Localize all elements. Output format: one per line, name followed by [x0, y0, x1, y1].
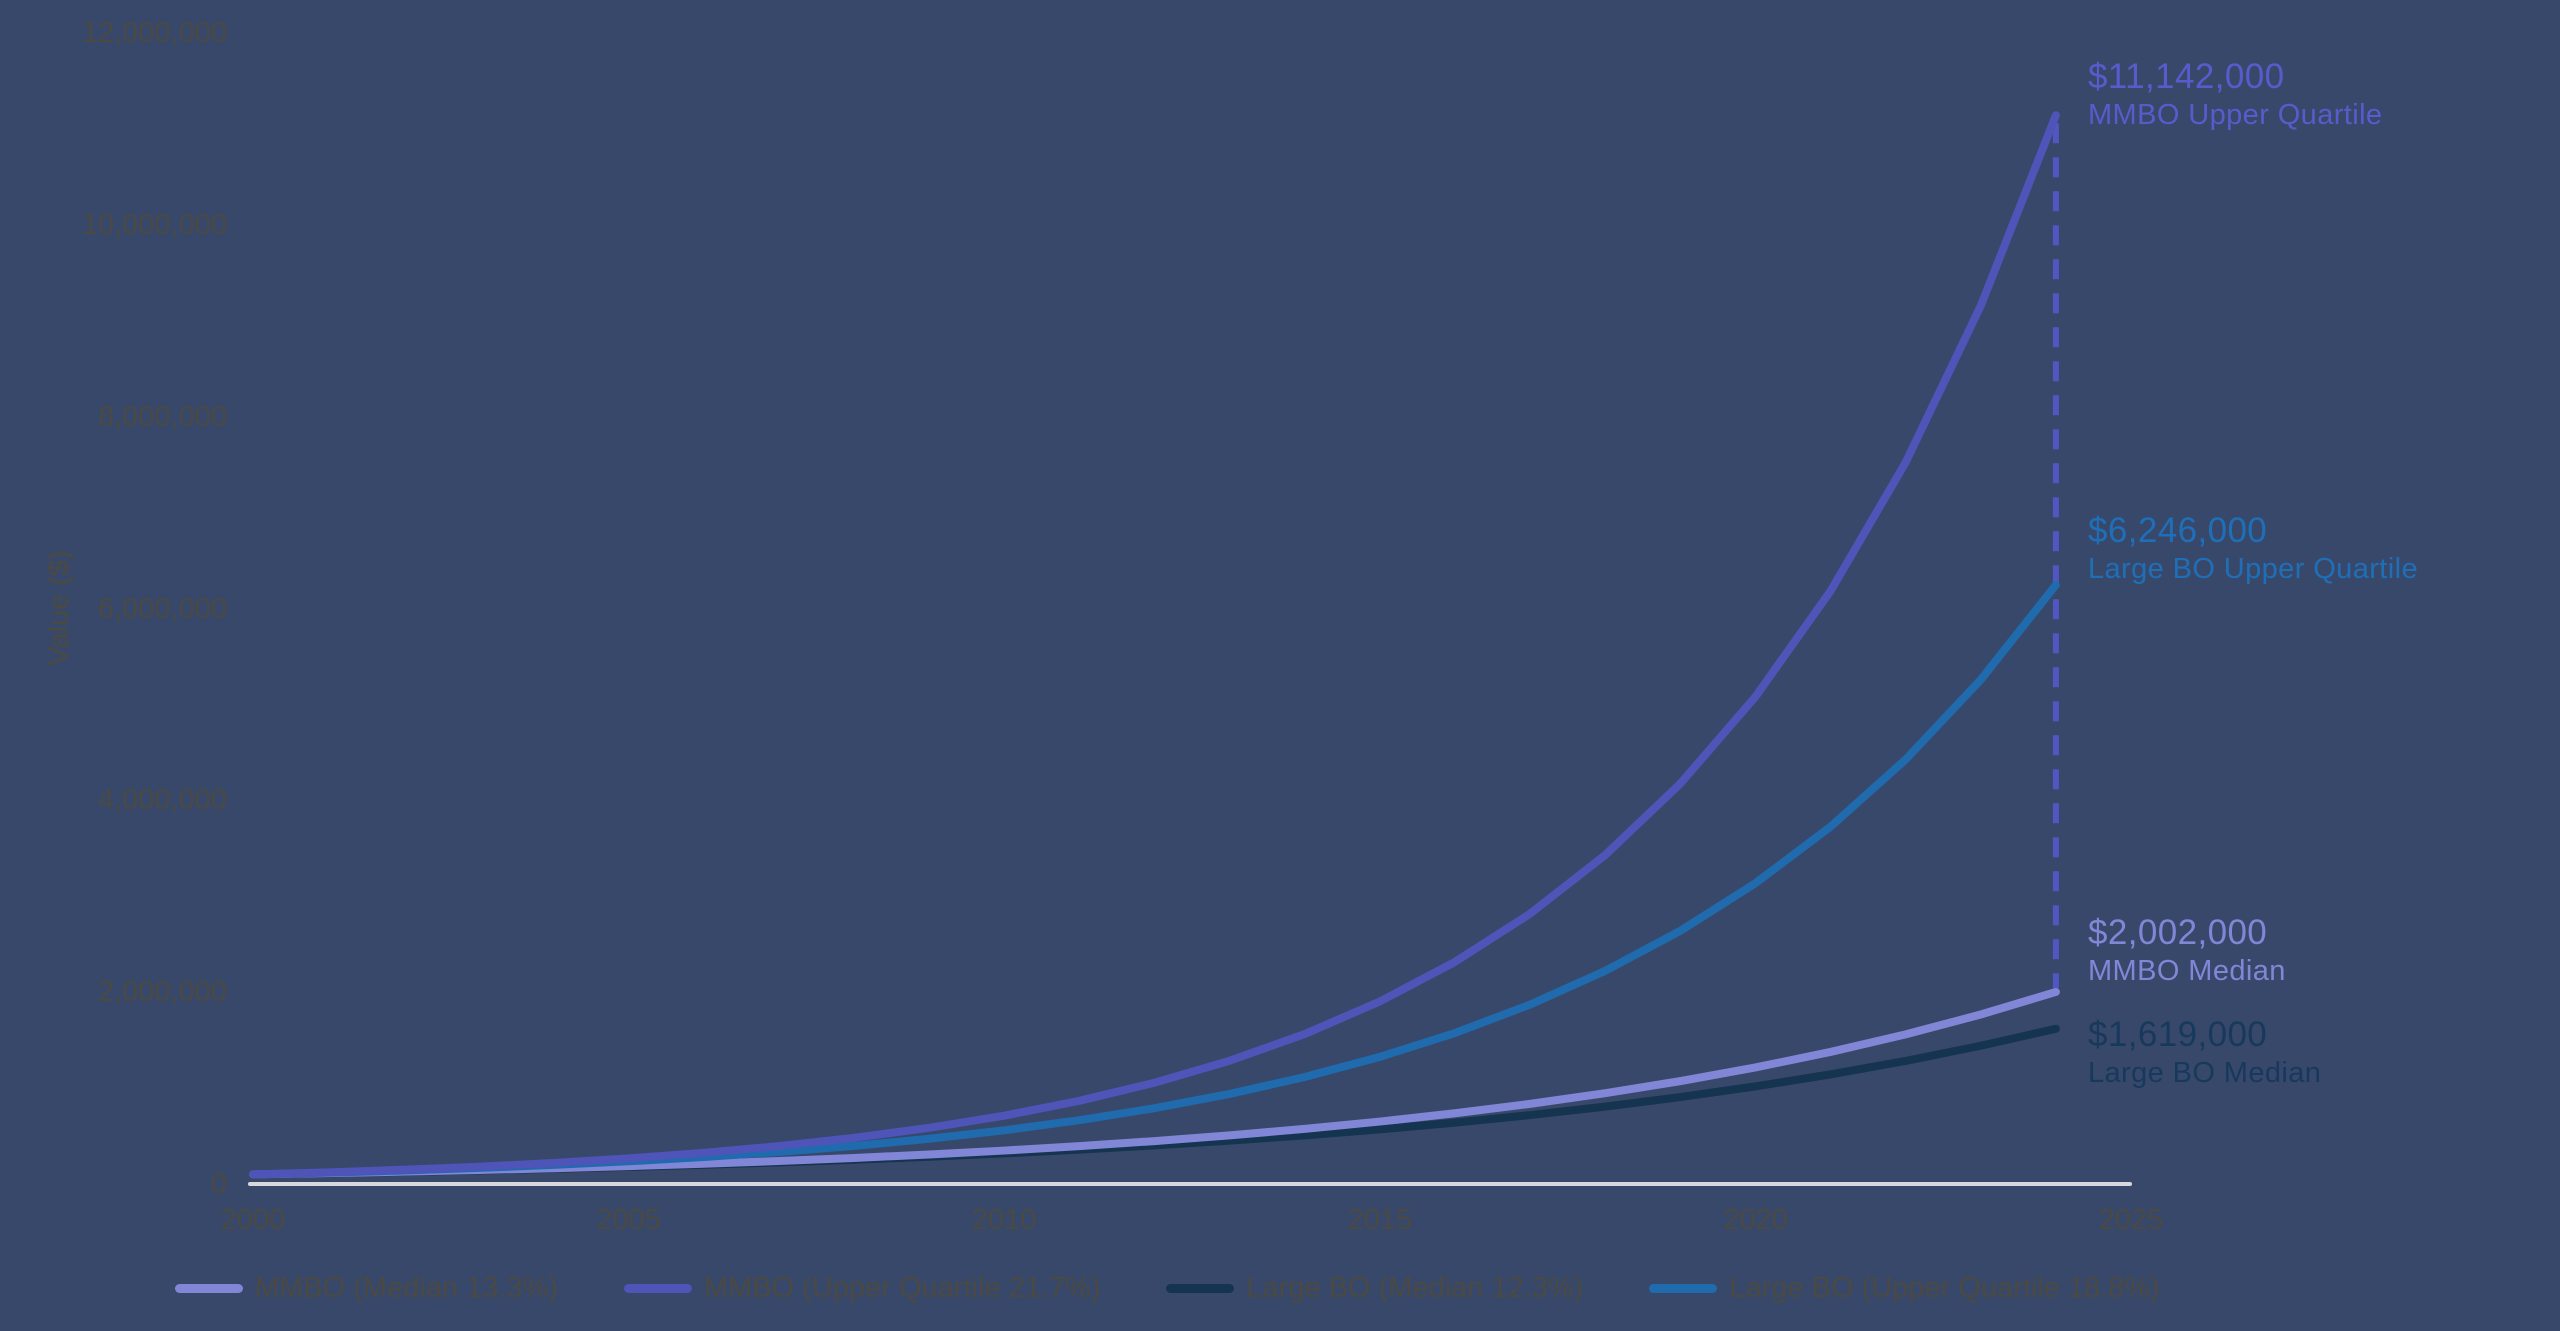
legend-line-swatch — [1649, 1283, 1718, 1293]
y-axis-tick-label: 4,000,000 — [97, 784, 227, 817]
y-axis-tick-label: 12,000,000 — [81, 17, 227, 49]
annotation-label: Large BO Upper Quartile — [2088, 553, 2418, 585]
annotation-label: MMBO Upper Quartile — [2088, 99, 2383, 131]
x-axis-tick-label: 2010 — [971, 1204, 1037, 1236]
y-axis-tick-label: 0 — [210, 1168, 227, 1200]
legend-item-large-bo-upper-quartile: Large BO (Upper Quartile 18.8%) — [1649, 1271, 2160, 1305]
annotation-value: $11,142,000 — [2088, 57, 2285, 96]
legend-item-label: MMBO (Median 13.3%) — [255, 1271, 558, 1304]
annotation-large-bo-upper-quartile: $6,246,000 Large BO Upper Quartile — [2088, 510, 2418, 586]
annotation-label: Large BO Median — [2088, 1057, 2322, 1089]
annotation-label: MMBO Median — [2088, 955, 2286, 987]
annotation-mmbo-median: $2,002,000 MMBO Median — [2088, 912, 2286, 988]
x-axis-tick-label: 2025 — [2098, 1204, 2164, 1236]
y-axis-tick-label: 2,000,000 — [97, 976, 227, 1009]
annotation-mmbo-upper-quartile: $11,142,000 MMBO Upper Quartile — [2088, 56, 2382, 132]
series-line-mmbo-upper-quartile-21-7 — [249, 111, 2060, 1179]
legend-item-mmbo-upper-quartile: MMBO (Upper Quartile 21.7%) — [624, 1272, 1100, 1305]
series-line-large-bo-median-12-3 — [249, 1024, 2060, 1179]
legend-item-large-bo-median: Large BO (Median 12.3%) — [1166, 1272, 1583, 1305]
legend-item-label: MMBO (Upper Quartile 21.7%) — [704, 1271, 1101, 1304]
annotation-large-bo-median: $1,619,000 Large BO Median — [2088, 1014, 2321, 1090]
legend-item-label: Large BO (Upper Quartile 18.8%) — [1729, 1271, 2160, 1304]
annotation-value: $1,619,000 — [2088, 1015, 2268, 1054]
x-axis-tick-label: 2015 — [1347, 1204, 1413, 1236]
legend-item-mmbo-median: MMBO (Median 13.3%) — [175, 1272, 558, 1305]
x-axis-tick-label: 2020 — [1723, 1204, 1788, 1236]
annotation-value: $2,002,000 — [2088, 913, 2268, 952]
legend-item-label: Large BO (Median 12.3%) — [1246, 1271, 1584, 1304]
y-axis-tick-label: 6,000,000 — [97, 592, 227, 625]
x-axis-tick-label: 2005 — [596, 1204, 661, 1236]
y-axis-tick-label: 10,000,000 — [81, 208, 227, 241]
legend-line-swatch — [1166, 1283, 1235, 1293]
legend-line-swatch — [175, 1283, 243, 1293]
y-axis-tick-label: 8,000,000 — [97, 400, 227, 433]
legend-line-swatch — [624, 1283, 692, 1293]
chart-legend: MMBO (Median 13.3%) MMBO (Upper Quartile… — [175, 1269, 2160, 1307]
x-axis-tick-label: 2000 — [220, 1204, 286, 1236]
annotation-value: $6,246,000 — [2088, 511, 2268, 550]
